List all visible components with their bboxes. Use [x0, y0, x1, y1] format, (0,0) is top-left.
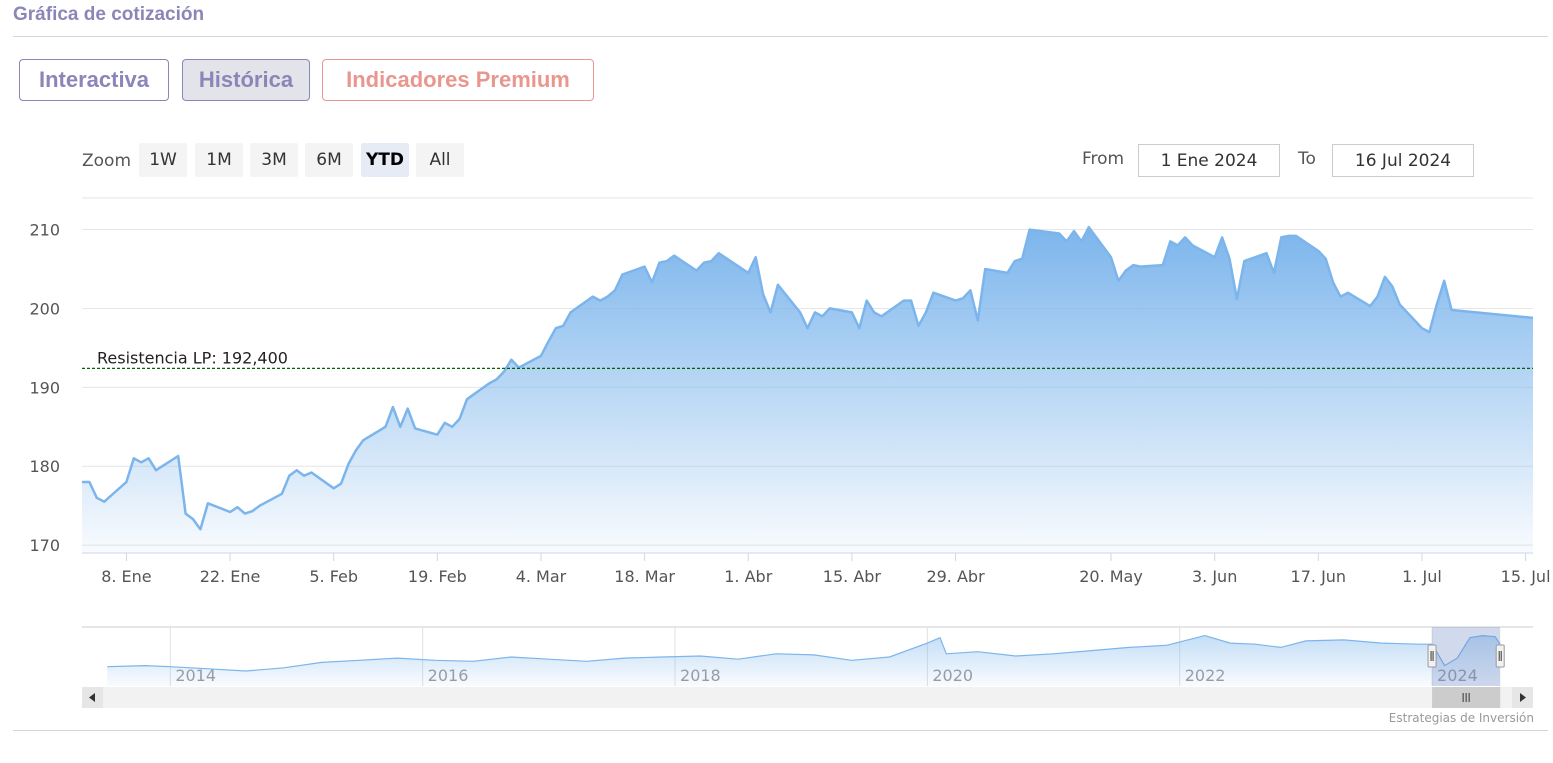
navigator-selection[interactable] — [1432, 627, 1501, 686]
range-from-label: From — [1082, 149, 1125, 169]
navigator-area — [107, 635, 1501, 686]
navigator-handle-right[interactable] — [1495, 644, 1505, 668]
x-tick-label: 18. Mar — [614, 567, 675, 586]
x-tick-label: 15. Abr — [823, 567, 882, 586]
zoom-label: Zoom — [82, 151, 132, 171]
series-area — [82, 227, 1533, 553]
x-tick-label: 19. Feb — [408, 567, 467, 586]
tab-interactiva[interactable]: Interactiva — [19, 59, 169, 101]
x-tick-label: 22. Ene — [200, 567, 261, 586]
y-tick-label: 170 — [29, 536, 60, 555]
zoom-1m-button[interactable]: 1M — [195, 143, 243, 177]
scrollbar-track[interactable] — [82, 687, 1533, 708]
x-tick-label: 1. Abr — [724, 567, 772, 586]
zoom-1w-button[interactable]: 1W — [139, 143, 187, 177]
x-tick-label: 4. Mar — [516, 567, 567, 586]
y-tick-label: 200 — [29, 299, 60, 318]
x-tick-label: 17. Jun — [1291, 567, 1347, 586]
y-tick-label: 180 — [29, 457, 60, 476]
zoom-6m-button[interactable]: 6M — [305, 143, 353, 177]
y-tick-label: 190 — [29, 378, 60, 397]
page-title: Gráfica de cotización — [13, 4, 205, 25]
bottom-divider — [13, 730, 1548, 731]
navigator-line — [107, 634, 1501, 672]
x-tick-label: 8. Ene — [101, 567, 151, 586]
x-tick-label: 15. Jul — [1501, 567, 1551, 586]
chevron-left-icon — [89, 693, 95, 702]
navigator-handle-left[interactable] — [1427, 644, 1437, 668]
range-to-input[interactable]: 16 Jul 2024 — [1332, 144, 1474, 177]
x-tick-label: 5. Feb — [309, 567, 358, 586]
zoom-3m-button[interactable]: 3M — [250, 143, 298, 177]
tab-historica[interactable]: Histórica — [182, 59, 310, 101]
range-to-label: To — [1298, 149, 1316, 169]
tab-indicadores-premium[interactable]: Indicadores Premium — [322, 59, 594, 101]
x-tick-label: 3. Jun — [1192, 567, 1237, 586]
zoom-all-button[interactable]: All — [416, 143, 464, 177]
chart-credits: Estrategias de Inversión — [1388, 711, 1534, 725]
y-tick-label: 210 — [29, 221, 60, 240]
zoom-ytd-button[interactable]: YTD — [361, 143, 409, 177]
range-from-input[interactable]: 1 Ene 2024 — [1138, 144, 1280, 177]
x-tick-label: 20. May — [1079, 567, 1143, 586]
x-tick-label: 1. Jul — [1402, 567, 1442, 586]
chevron-right-icon — [1520, 693, 1526, 702]
x-tick-label: 29. Abr — [926, 567, 985, 586]
title-divider — [13, 36, 1548, 37]
resistance-label: Resistencia LP: 192,400 — [97, 348, 288, 367]
